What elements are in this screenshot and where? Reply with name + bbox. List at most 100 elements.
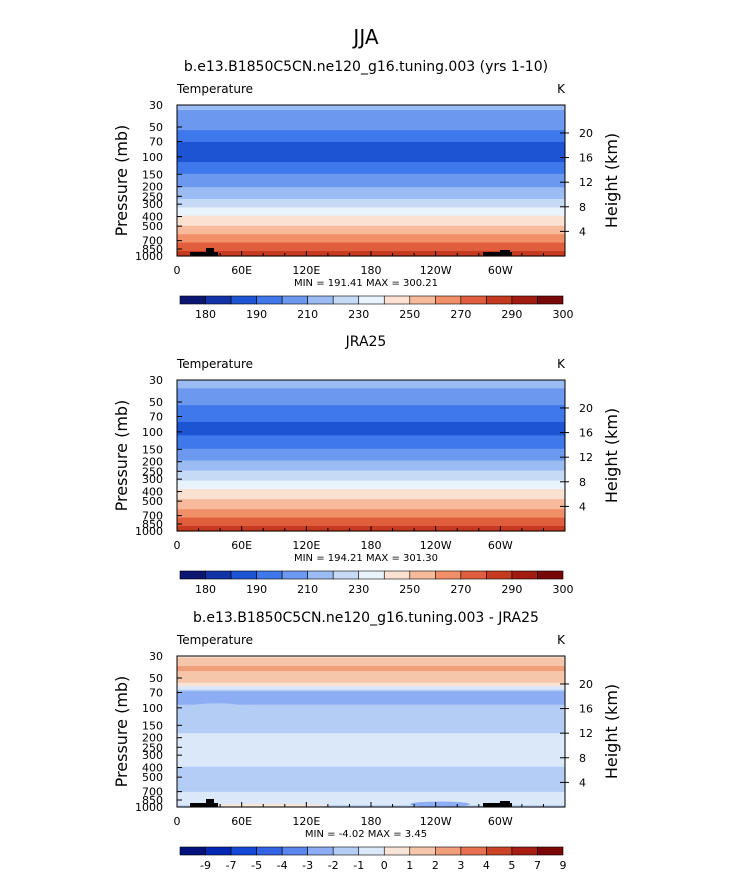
contour-band (177, 395, 565, 398)
colorbar-label: 5 (508, 859, 515, 872)
y-tick-label: 400 (142, 486, 163, 499)
y-tick-label: 200 (142, 181, 163, 194)
colorbar-label: 190 (246, 583, 267, 596)
colorbar-swatch (511, 570, 538, 580)
min-max-stats: MIN = -4.02 MAX = 3.45 (305, 829, 427, 840)
contour-band (177, 418, 565, 421)
colorbar-label: 180 (195, 583, 216, 596)
y-tick-label: 1000 (135, 250, 163, 263)
contour-band (177, 175, 565, 178)
contour-band (177, 426, 565, 430)
contour-band (177, 512, 565, 515)
contour-band (177, 167, 565, 170)
terrain-mask (190, 803, 218, 807)
contour-band (177, 249, 565, 252)
contour-band (177, 514, 565, 517)
terrain-mask (483, 252, 512, 256)
contour-band (177, 656, 565, 659)
y2-tick-label: 12 (579, 451, 593, 464)
x-tick-label: 60E (231, 539, 252, 552)
contour-band (177, 766, 565, 770)
contour-band (177, 220, 565, 224)
contour-band (177, 524, 565, 527)
x-tick-label: 60E (231, 264, 252, 277)
contour-band (177, 780, 565, 783)
contour-band (177, 711, 565, 714)
panel-1: b.e13.B1850C5CN.ne120_g16.tuning.003 (yr… (112, 59, 621, 321)
contour-band (177, 130, 565, 133)
colorbar-swatch (383, 846, 411, 856)
y2-tick-label: 8 (579, 201, 586, 214)
x-tick-label: 120W (420, 539, 452, 552)
contour-band (177, 393, 565, 396)
contour-band (177, 743, 565, 746)
contour-band (177, 207, 565, 210)
contour-band (177, 791, 565, 795)
contour-band (177, 790, 565, 793)
contour-band (177, 719, 565, 723)
y-tick-label: 200 (142, 732, 163, 745)
contour-band (177, 125, 565, 128)
colorbar-label: 270 (450, 583, 471, 596)
y2-tick-label: 16 (579, 152, 593, 165)
contour-band (177, 178, 565, 182)
y2-tick-label: 4 (579, 776, 586, 789)
contour-band (177, 406, 565, 410)
contour-band (177, 185, 565, 188)
y-tick-label: 300 (142, 473, 163, 486)
y2-tick-label: 12 (579, 727, 593, 740)
colorbar-swatch (409, 570, 436, 580)
contour-band (177, 188, 565, 192)
colorbar-swatch (230, 846, 257, 856)
contour-patch (178, 703, 255, 720)
contour-band (177, 741, 565, 744)
contour-band (177, 771, 565, 775)
y-tick-label: 850 (142, 518, 163, 531)
contour-band (177, 713, 565, 716)
contour-band (177, 380, 565, 383)
colorbar-swatch (537, 846, 564, 856)
contour-band (177, 445, 565, 448)
panel-3: b.e13.B1850C5CN.ne120_g16.tuning.003 - J… (112, 610, 621, 872)
contour-band (177, 405, 565, 408)
contour-band (177, 225, 565, 229)
colorbar-swatch (256, 570, 283, 580)
contour-band (177, 214, 565, 217)
colorbar-swatch (511, 295, 538, 305)
contour-band (177, 443, 565, 447)
contour-band (177, 428, 565, 431)
contour-band (177, 116, 565, 120)
y-tick-label: 500 (142, 495, 163, 508)
contour-band (177, 111, 565, 114)
y-tick-label: 250 (142, 741, 163, 754)
contour-field (177, 380, 565, 532)
colorbar-label: 3 (457, 859, 464, 872)
colorbar-label: 9 (560, 859, 567, 872)
y-tick-label: 250 (142, 465, 163, 478)
colorbar-label: 2 (432, 859, 439, 872)
contour-band (177, 245, 565, 249)
contour-band (177, 706, 565, 709)
panel-title: JRA25 (345, 334, 387, 350)
contour-band (177, 222, 565, 225)
contour-band (177, 800, 565, 803)
colorbar-label: 1 (406, 859, 413, 872)
y-tick-label: 150 (142, 443, 163, 456)
y-tick-label: 150 (142, 168, 163, 181)
x-tick-label: 0 (174, 264, 181, 277)
y2-tick-label: 20 (579, 678, 593, 691)
colorbar-swatch (460, 570, 487, 580)
contour-band (177, 694, 565, 697)
contour-band (177, 151, 565, 155)
contour-band (177, 798, 565, 801)
colorbar-swatch (486, 570, 513, 580)
contour-band (177, 235, 565, 239)
contour-band (177, 480, 565, 483)
contour-band (177, 190, 565, 193)
colorbar-label: 300 (553, 583, 574, 596)
contour-band (177, 482, 565, 485)
contour-band (177, 143, 565, 146)
contour-band (177, 507, 565, 510)
terrain-mask (206, 248, 214, 256)
colorbar-swatch (537, 570, 564, 580)
